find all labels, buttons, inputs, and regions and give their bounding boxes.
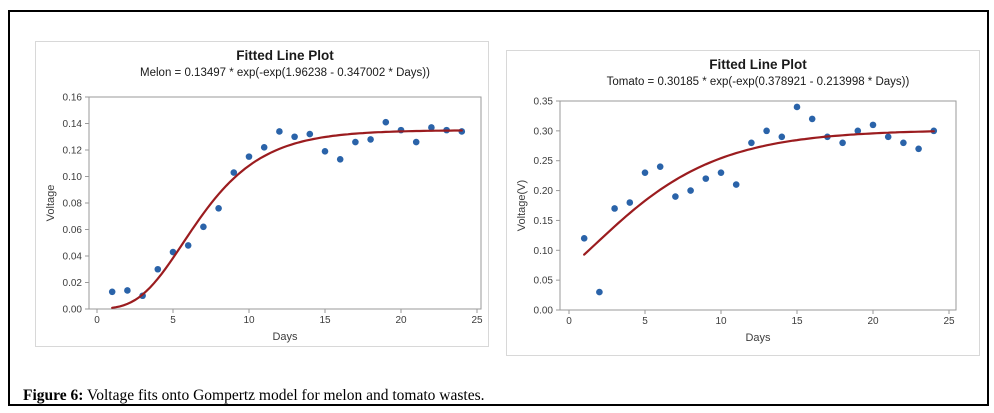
data-point (915, 145, 922, 153)
data-point (245, 153, 253, 160)
x-tick-label: 20 (395, 315, 407, 326)
melon-fitted-line-plot-panel: Fitted Line Plot Melon = 0.13497 * exp(-e… (35, 41, 489, 347)
data-point (687, 187, 694, 194)
x-tick-label: 5 (170, 315, 176, 326)
figure-border: Fitted Line Plot Melon = 0.13497 * exp(-e… (8, 10, 989, 406)
data-point (884, 133, 892, 141)
x-tick-label: 25 (471, 315, 483, 326)
data-point (367, 136, 374, 143)
fit-equation-subtitle: Melon = 0.13497 * exp(-exp(1.96238 - 0.3… (140, 67, 430, 79)
data-point (412, 138, 420, 146)
data-point (336, 155, 344, 163)
y-tick-label: 0.35 (534, 97, 554, 108)
data-point (672, 193, 679, 200)
y-axis-title: Voltage(V) (516, 180, 528, 231)
data-point (732, 181, 740, 188)
data-point (230, 169, 238, 176)
chart-title: Fitted Line Plot (709, 57, 807, 72)
data-point (260, 144, 268, 151)
x-tick-label: 10 (243, 315, 255, 326)
tomato-chart: Fitted Line Plot Tomato = 0.30185 * exp(-… (516, 57, 957, 344)
data-point (702, 175, 710, 182)
y-tick-label: 0.04 (63, 252, 83, 263)
data-point (428, 124, 435, 131)
data-point (748, 139, 755, 147)
data-point (291, 133, 298, 141)
y-tick-label: 0.30 (534, 126, 554, 137)
x-tick-label: 0 (566, 316, 572, 327)
data-point (900, 139, 907, 147)
y-tick-label: 0.16 (63, 93, 83, 104)
y-tick-label: 0.10 (534, 246, 554, 257)
data-point (869, 121, 877, 129)
data-point (793, 103, 801, 111)
chart-title: Fitted Line Plot (236, 48, 334, 63)
y-tick-label: 0.20 (534, 186, 554, 197)
data-point (352, 138, 359, 146)
data-point (382, 118, 390, 126)
data-point (808, 115, 816, 123)
data-point (108, 288, 116, 296)
x-axis-title: Days (745, 332, 771, 344)
x-tick-label: 15 (791, 316, 803, 327)
plot-frame (88, 96, 482, 310)
data-point (641, 169, 649, 176)
x-tick-label: 15 (319, 315, 331, 326)
data-point (854, 127, 862, 135)
plot-frame (559, 100, 957, 311)
data-point (154, 265, 162, 273)
y-tick-label: 0.05 (534, 276, 554, 287)
data-point (124, 287, 131, 294)
data-point (717, 169, 725, 176)
x-tick-label: 10 (715, 316, 727, 327)
gompertz-fit-line (583, 130, 935, 256)
figure-caption-text: Voltage fits onto Gompertz model for mel… (83, 387, 485, 404)
x-tick-label: 5 (642, 316, 648, 327)
fit-equation-subtitle: Tomato = 0.30185 * exp(-exp(0.378921 - 0… (607, 76, 910, 88)
y-tick-label: 0.25 (534, 156, 554, 167)
y-tick-label: 0.00 (63, 305, 83, 316)
data-point (200, 223, 207, 231)
data-point (184, 242, 192, 249)
data-point (276, 128, 283, 135)
y-tick-label: 0.12 (63, 146, 83, 157)
data-point (656, 163, 664, 170)
data-point (321, 148, 329, 155)
y-tick-label: 0.00 (534, 306, 554, 317)
data-point (763, 127, 770, 135)
y-tick-label: 0.15 (534, 216, 554, 227)
data-point (580, 235, 588, 242)
data-point (778, 133, 786, 141)
y-tick-label: 0.02 (63, 278, 83, 289)
figure-caption: Figure 6: Voltage fits onto Gompertz mod… (23, 387, 983, 405)
data-point (611, 205, 618, 212)
x-axis-title: Days (272, 331, 298, 343)
figure-caption-label: Figure 6: (23, 387, 84, 404)
y-tick-label: 0.06 (63, 225, 83, 236)
gompertz-fit-line (111, 129, 463, 309)
x-tick-label: 0 (94, 315, 100, 326)
data-point (596, 288, 603, 296)
y-tick-label: 0.14 (63, 119, 83, 130)
x-tick-label: 25 (943, 316, 955, 327)
data-point (215, 205, 222, 212)
data-point (839, 139, 846, 147)
y-tick-label: 0.10 (63, 172, 83, 183)
x-tick-label: 20 (867, 316, 879, 327)
data-point (626, 199, 634, 206)
melon-chart: Fitted Line Plot Melon = 0.13497 * exp(-e… (45, 48, 483, 343)
y-tick-label: 0.08 (63, 199, 83, 210)
tomato-fitted-line-plot-panel: Fitted Line Plot Tomato = 0.30185 * exp(-… (506, 50, 980, 356)
y-axis-title: Voltage (45, 185, 57, 222)
data-point (306, 130, 314, 138)
